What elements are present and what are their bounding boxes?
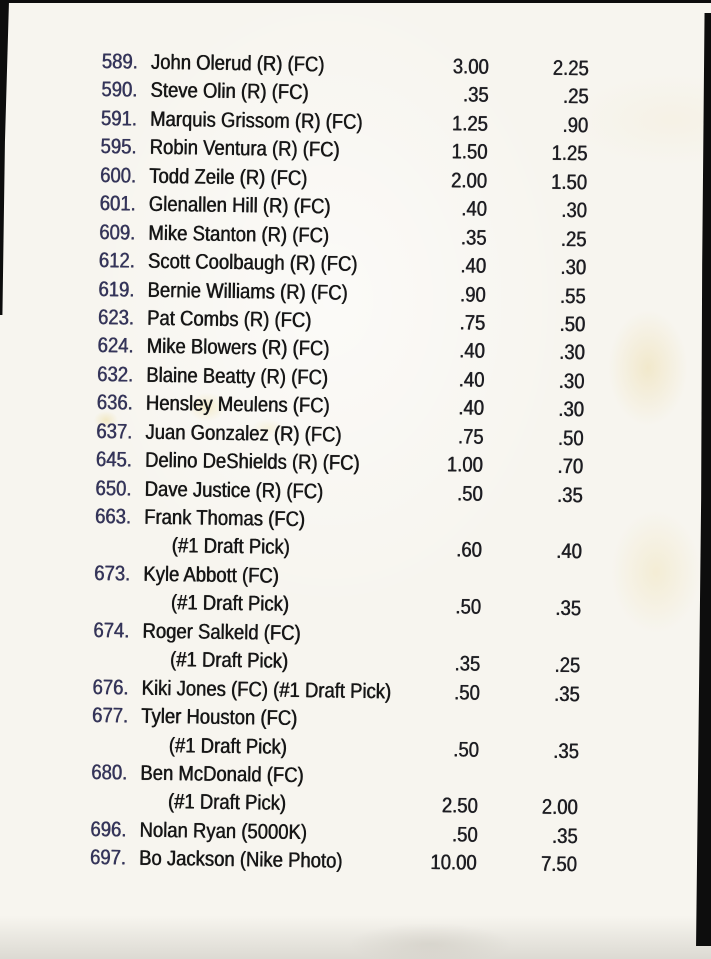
price-low: .70 (556, 454, 584, 479)
entry-text: Roger Salkeld (FC) (142, 619, 301, 645)
price-low: .55 (559, 284, 586, 308)
entry-text: Steve Olin (R) (FC) (150, 79, 309, 105)
price-low: 7.50 (540, 852, 578, 877)
card-number (0, 644, 129, 674)
entry-text: Robin Ventura (R) (FC) (149, 136, 340, 162)
price-low: .35 (553, 682, 580, 706)
price-low: .50 (559, 312, 586, 337)
entry-text: (#1 Draft Pick) (169, 648, 289, 674)
entry-text: Todd Zeile (R) (FC) (148, 164, 308, 190)
card-number (0, 786, 127, 816)
card-number: 632. (97, 362, 134, 387)
price-low: 1.25 (551, 142, 588, 166)
card-number: 601. (99, 192, 136, 216)
price-low: .50 (557, 426, 584, 450)
price-low: 2.00 (541, 796, 578, 820)
card-number: 697. (89, 846, 127, 870)
price-low: .25 (562, 85, 589, 109)
entry-text: (#1 Draft Pick) (168, 733, 287, 759)
entry-text: Glenallen Hill (R) (FC) (148, 192, 331, 219)
entry-text: Hensley Meulens (FC) (145, 392, 330, 418)
card-number: 650. (95, 476, 132, 501)
entry-text: Kyle Abbott (FC) (143, 562, 279, 588)
price-low: 1.50 (550, 170, 588, 195)
entry-text: Pat Combs (R) (FC) (146, 306, 312, 333)
card-number: 677. (91, 704, 129, 728)
price-low: .40 (555, 540, 582, 564)
price-low (430, 622, 580, 653)
price-low: .35 (554, 597, 581, 621)
card-number: 636. (96, 391, 133, 415)
entry-text: (#1 Draft Pick) (171, 534, 290, 560)
entry-text: Tyler Houston (FC) (140, 704, 298, 731)
card-number: 673. (94, 561, 131, 586)
card-number (0, 530, 131, 560)
entry-text: (#1 Draft Pick) (167, 790, 287, 816)
card-number: 624. (97, 334, 134, 358)
price-low: .35 (556, 483, 583, 507)
entry-text: Blaine Beatty (R) (FC) (146, 363, 329, 390)
entry-text: Mike Stanton (R) (FC) (148, 221, 330, 248)
price-low: .25 (554, 654, 581, 678)
price-low: .90 (562, 113, 589, 138)
card-number: 609. (99, 220, 136, 245)
card-number: 589. (101, 50, 138, 74)
card-number: 674. (93, 618, 130, 643)
card-number: 612. (98, 249, 136, 273)
price-low (428, 764, 578, 795)
card-number: 590. (101, 78, 138, 103)
price-low: .25 (560, 227, 587, 251)
card-number: 680. (91, 760, 128, 785)
card-number: 619. (98, 277, 135, 302)
card-number: 595. (100, 135, 137, 159)
price-low: .30 (558, 369, 585, 394)
entry-text: Frank Thomas (FC) (143, 505, 306, 532)
price-low: .30 (559, 255, 586, 280)
entry-text: Ben McDonald (FC) (140, 761, 304, 788)
card-number: 676. (92, 675, 129, 700)
card-number (0, 587, 130, 617)
price-low: .30 (558, 341, 585, 365)
price-low: .30 (557, 398, 584, 422)
entry-text: John Olerud (R) (FC) (150, 50, 325, 77)
card-number: 663. (94, 505, 132, 529)
price-low (429, 707, 579, 738)
card-number: 600. (99, 163, 137, 188)
scan-edge-top (0, 0, 711, 3)
card-number: 645. (95, 448, 133, 472)
price-low: .30 (560, 199, 587, 223)
entry-text: Dave Justice (R) (FC) (144, 477, 324, 503)
card-number (0, 729, 128, 759)
entry-text: Mike Blowers (R) (FC) (146, 335, 330, 361)
price-low (432, 508, 582, 539)
card-number: 623. (97, 305, 135, 330)
entry-text: (#1 Draft Pick) (170, 591, 290, 617)
card-number: 637. (96, 419, 133, 444)
price-list: 589. John Olerud (R) (FC) 3.00 2.25 590.… (0, 47, 620, 881)
price-low: 2.25 (552, 56, 589, 81)
price-low: .35 (551, 824, 578, 849)
price-low: .35 (552, 739, 579, 763)
entry-text: Nolan Ryan (5000K) (139, 818, 308, 844)
scan-edge-right (696, 13, 711, 946)
price-low (431, 565, 581, 596)
card-number: 591. (100, 106, 138, 131)
card-number: 696. (90, 817, 127, 842)
